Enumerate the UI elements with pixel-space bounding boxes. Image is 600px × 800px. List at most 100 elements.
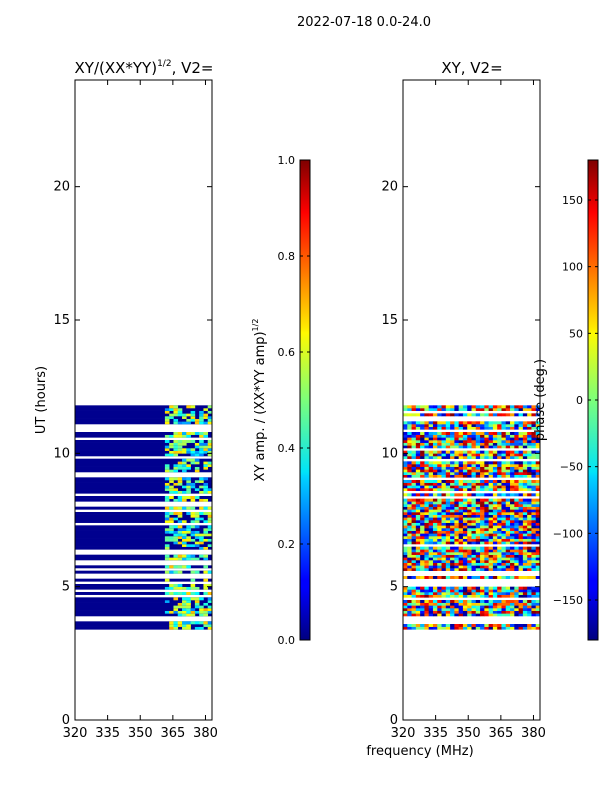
heatmap-cell bbox=[164, 517, 170, 521]
heatmap-cell bbox=[501, 485, 507, 489]
heatmap-cell bbox=[445, 413, 451, 417]
heatmap-cell bbox=[522, 589, 528, 593]
heatmap-cell bbox=[445, 466, 451, 470]
heatmap-cell bbox=[454, 538, 459, 542]
heatmap-cell bbox=[501, 426, 507, 430]
heatmap-cell bbox=[488, 501, 494, 505]
heatmap-cell bbox=[432, 426, 438, 430]
heatmap-cell bbox=[475, 552, 481, 555]
heatmap-cell bbox=[471, 608, 477, 611]
heatmap-cell bbox=[501, 528, 507, 531]
heatmap-cell bbox=[207, 584, 212, 587]
heatmap-cell bbox=[501, 565, 507, 569]
heatmap-cell bbox=[505, 466, 511, 470]
heatmap-cell bbox=[505, 522, 511, 526]
heatmap-cell bbox=[403, 482, 408, 486]
heatmap-cell bbox=[450, 586, 455, 590]
heatmap-cell bbox=[522, 605, 528, 609]
heatmap-cell bbox=[432, 501, 438, 505]
heatmap-cell bbox=[522, 405, 528, 409]
heatmap-cell bbox=[484, 576, 489, 579]
heatmap-cell bbox=[458, 445, 464, 449]
heatmap-cell bbox=[501, 506, 507, 510]
heatmap-cell bbox=[527, 426, 532, 430]
heatmap-cell bbox=[522, 424, 528, 427]
heatmap-cell bbox=[514, 488, 519, 491]
heatmap-cell bbox=[454, 626, 459, 630]
heatmap-cell bbox=[531, 592, 537, 595]
heatmap-cell bbox=[437, 472, 442, 475]
heatmap-cell bbox=[497, 512, 502, 515]
heatmap-cell bbox=[522, 498, 528, 502]
heatmap-cell bbox=[492, 538, 498, 542]
heatmap-cell bbox=[518, 546, 524, 550]
heatmap-cell bbox=[484, 469, 489, 473]
heatmap-cell bbox=[492, 480, 498, 483]
heatmap-cell bbox=[514, 498, 519, 502]
heatmap-cell bbox=[450, 536, 455, 539]
heatmap-cell bbox=[403, 589, 408, 593]
heatmap-cell bbox=[177, 592, 183, 595]
heatmap-cell bbox=[471, 600, 477, 603]
heatmap-cell bbox=[527, 413, 532, 417]
heatmap-cell bbox=[510, 426, 515, 430]
heatmap-cell bbox=[441, 533, 447, 537]
colorbar-tick-label: 150 bbox=[562, 194, 583, 207]
heatmap-cell bbox=[169, 565, 174, 569]
heatmap-cell bbox=[437, 413, 442, 417]
heatmap-cell bbox=[488, 514, 494, 518]
heatmap-cell bbox=[450, 613, 455, 617]
heatmap-cell bbox=[194, 450, 200, 454]
heatmap-cell bbox=[475, 533, 481, 537]
heatmap-cell bbox=[190, 432, 196, 435]
heatmap-cell bbox=[182, 544, 187, 547]
heatmap-cell bbox=[194, 530, 200, 534]
heatmap-cell bbox=[424, 405, 429, 409]
heatmap-cell bbox=[492, 610, 498, 614]
heatmap-cell bbox=[527, 421, 532, 425]
heatmap-cell bbox=[492, 592, 498, 595]
heatmap-cell bbox=[199, 498, 204, 502]
heatmap-cell bbox=[462, 541, 468, 545]
heatmap-cell bbox=[186, 448, 191, 451]
heatmap-cell bbox=[467, 576, 472, 579]
heatmap-cell bbox=[488, 602, 494, 606]
heatmap-cell bbox=[488, 442, 494, 446]
heatmap-cell bbox=[164, 565, 170, 569]
heatmap-cell bbox=[182, 541, 187, 545]
heatmap-cell bbox=[471, 472, 477, 475]
heatmap-cell bbox=[454, 408, 459, 411]
heatmap-cell bbox=[415, 434, 421, 438]
heatmap-cell bbox=[437, 432, 442, 435]
heatmap-cell bbox=[403, 506, 408, 510]
heatmap-cell bbox=[454, 549, 459, 553]
heatmap-cell bbox=[522, 493, 528, 497]
heatmap-cell bbox=[450, 437, 455, 441]
heatmap-cell bbox=[501, 421, 507, 425]
heatmap-cell bbox=[522, 594, 528, 598]
heatmap-cell bbox=[510, 605, 515, 609]
heatmap-cell bbox=[432, 434, 438, 438]
heatmap-cell bbox=[194, 536, 200, 539]
heatmap-cell bbox=[428, 464, 434, 467]
heatmap-cell bbox=[441, 538, 447, 542]
heatmap-cell bbox=[182, 624, 187, 627]
heatmap-cell bbox=[458, 562, 464, 566]
heatmap-cell bbox=[445, 432, 451, 435]
heatmap-cell bbox=[441, 453, 447, 457]
heatmap-cell bbox=[203, 421, 209, 425]
heatmap-cell bbox=[194, 605, 200, 609]
heatmap-cell bbox=[437, 546, 442, 550]
heatmap-cell bbox=[518, 517, 524, 521]
heatmap-cell bbox=[437, 554, 442, 558]
heatmap-cell bbox=[527, 432, 532, 435]
heatmap-cell bbox=[480, 450, 485, 454]
heatmap-cell bbox=[484, 624, 489, 627]
left-plot-frame bbox=[74, 79, 213, 721]
heatmap-cell bbox=[518, 509, 524, 513]
heatmap-cell bbox=[403, 485, 408, 489]
heatmap-cell bbox=[177, 530, 183, 534]
heatmap-cell bbox=[535, 589, 540, 593]
heatmap-cell bbox=[471, 442, 477, 446]
heatmap-cell bbox=[445, 509, 451, 513]
